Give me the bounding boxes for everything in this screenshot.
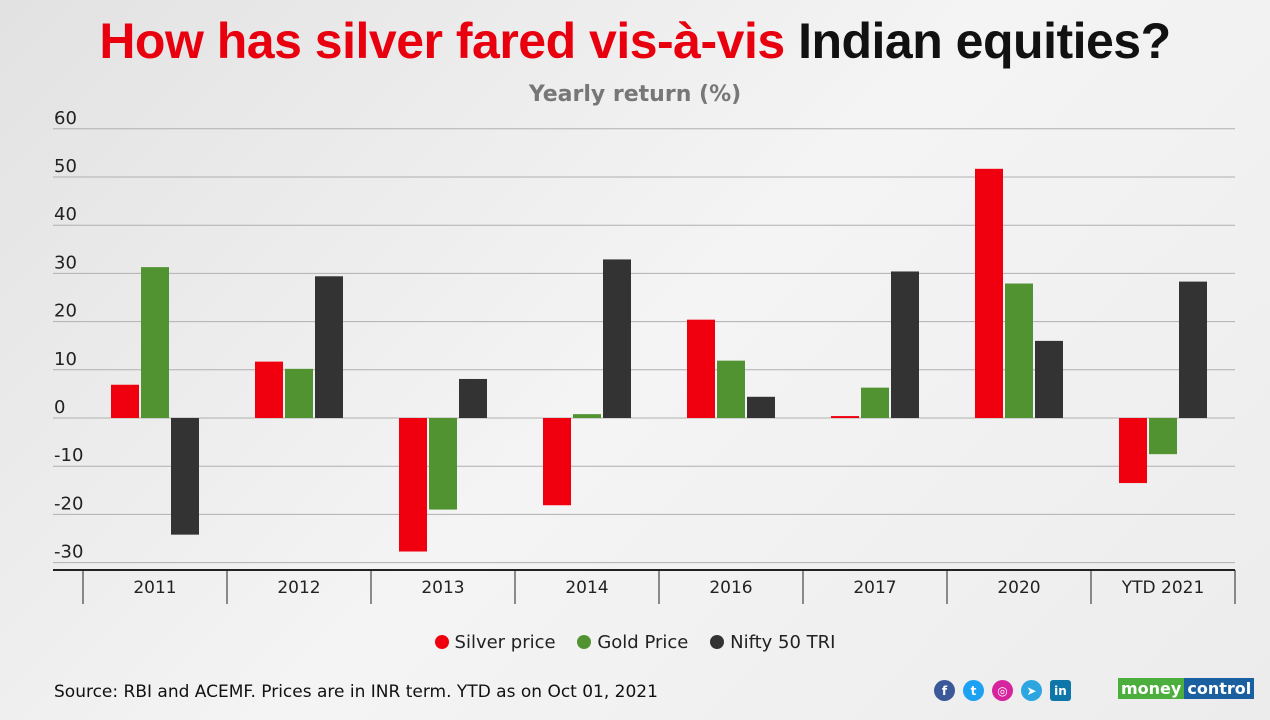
bar-silver-price bbox=[831, 416, 859, 418]
bar-nifty-50-tri bbox=[315, 276, 343, 418]
x-tick-label: 2014 bbox=[565, 578, 608, 598]
x-tick-label: 2011 bbox=[133, 578, 176, 598]
x-tick-label: 2012 bbox=[277, 578, 320, 598]
bar-nifty-50-tri bbox=[171, 418, 199, 535]
bar-silver-price bbox=[1119, 418, 1147, 484]
y-tick-label: -20 bbox=[54, 493, 83, 514]
bar-nifty-50-tri bbox=[1035, 340, 1063, 418]
telegram-icon[interactable]: ➤ bbox=[1021, 680, 1042, 701]
y-tick-label: 10 bbox=[54, 349, 77, 370]
bar-silver-price bbox=[111, 384, 139, 418]
bar-gold-price bbox=[429, 418, 457, 510]
source-note: Source: RBI and ACEMF. Prices are in INR… bbox=[54, 682, 658, 702]
legend-swatch bbox=[577, 635, 592, 649]
y-tick-label: 20 bbox=[54, 301, 77, 322]
bar-gold-price bbox=[861, 387, 889, 418]
twitter-icon[interactable]: t bbox=[963, 680, 984, 701]
x-tick-label: 2017 bbox=[853, 578, 896, 598]
x-tick-label: 2020 bbox=[997, 578, 1040, 598]
bar-nifty-50-tri bbox=[891, 271, 919, 418]
social-icons: f t ◎ ➤ in bbox=[934, 680, 1071, 701]
x-tick-label: YTD 2021 bbox=[1121, 578, 1205, 598]
title-black: Indian equities? bbox=[798, 13, 1171, 69]
y-tick-label: 60 bbox=[54, 108, 77, 129]
bar-gold-price bbox=[285, 368, 313, 418]
legend-gold: Gold Price bbox=[577, 632, 688, 653]
title-red: How has silver fared vis-à-vis bbox=[99, 13, 785, 69]
bar-silver-price bbox=[255, 361, 283, 418]
legend-nifty: Nifty 50 TRI bbox=[710, 632, 835, 653]
bar-gold-price bbox=[141, 267, 169, 418]
y-tick-label: 50 bbox=[54, 156, 77, 177]
chart-subtitle: Yearly return (%) bbox=[528, 82, 742, 107]
bar-gold-price bbox=[1149, 418, 1177, 455]
legend: Silver price Gold Price Nifty 50 TRI bbox=[0, 632, 1270, 653]
bar-nifty-50-tri bbox=[747, 396, 775, 418]
bar-nifty-50-tri bbox=[1179, 281, 1207, 418]
legend-label: Nifty 50 TRI bbox=[730, 632, 836, 653]
legend-silver: Silver price bbox=[434, 632, 556, 653]
instagram-icon[interactable]: ◎ bbox=[992, 680, 1013, 701]
bar-chart: 60 50 40 30 20 10 0 -10 -20 -30 2011 2012 2013 2014 20… bbox=[53, 108, 1236, 604]
bar-gold-price bbox=[1005, 283, 1033, 418]
x-tick-label: 2016 bbox=[709, 578, 752, 598]
x-tick-label: 2013 bbox=[421, 578, 464, 598]
bar-nifty-50-tri bbox=[459, 378, 487, 418]
bar-gold-price bbox=[717, 360, 745, 418]
bar-silver-price bbox=[543, 418, 571, 506]
legend-swatch bbox=[710, 635, 725, 649]
y-tick-label: 30 bbox=[54, 252, 77, 273]
moneycontrol-logo: money control bbox=[1118, 678, 1255, 699]
y-tick-label: -10 bbox=[54, 445, 83, 466]
y-tick-label: -30 bbox=[54, 542, 83, 563]
legend-swatch bbox=[434, 635, 449, 649]
bar-nifty-50-tri bbox=[603, 259, 631, 418]
y-tick-label: 0 bbox=[54, 397, 65, 418]
y-tick-label: 40 bbox=[54, 204, 77, 225]
legend-label: Silver price bbox=[454, 632, 556, 653]
linkedin-icon[interactable]: in bbox=[1050, 680, 1071, 701]
bar-silver-price bbox=[399, 418, 427, 552]
bar-gold-price bbox=[573, 414, 601, 418]
facebook-icon[interactable]: f bbox=[934, 680, 955, 701]
bar-silver-price bbox=[687, 319, 715, 418]
bar-silver-price bbox=[975, 168, 1003, 418]
legend-label: Gold Price bbox=[597, 632, 689, 653]
chart-title: How has silver fared vis-à-vis Indian eq… bbox=[0, 12, 1270, 70]
